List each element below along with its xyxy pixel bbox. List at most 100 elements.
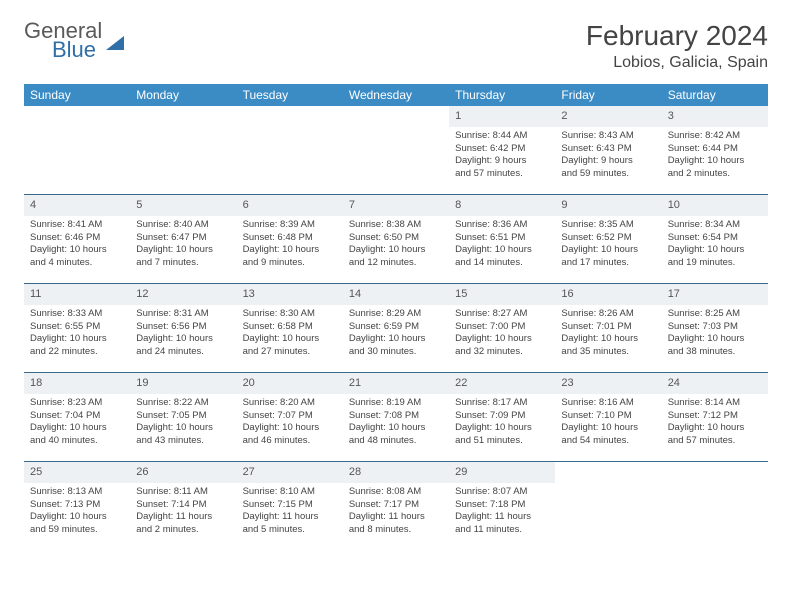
day-header: Monday bbox=[130, 84, 236, 106]
day-body: Sunrise: 8:10 AMSunset: 7:15 PMDaylight:… bbox=[237, 483, 343, 543]
day-header: Friday bbox=[555, 84, 661, 106]
day-body: Sunrise: 8:27 AMSunset: 7:00 PMDaylight:… bbox=[449, 305, 555, 365]
sunset-line: Sunset: 6:55 PM bbox=[30, 321, 124, 334]
sunset-line: Sunset: 7:13 PM bbox=[30, 499, 124, 512]
day-body: Sunrise: 8:35 AMSunset: 6:52 PMDaylight:… bbox=[555, 216, 661, 276]
sunset-line: Sunset: 6:54 PM bbox=[668, 232, 762, 245]
day-body: Sunrise: 8:30 AMSunset: 6:58 PMDaylight:… bbox=[237, 305, 343, 365]
day-body: Sunrise: 8:34 AMSunset: 6:54 PMDaylight:… bbox=[662, 216, 768, 276]
sunrise-line: Sunrise: 8:38 AM bbox=[349, 219, 443, 232]
sunrise-line: Sunrise: 8:11 AM bbox=[136, 486, 230, 499]
daylight-line2: and 43 minutes. bbox=[136, 435, 230, 448]
calendar-cell: 16Sunrise: 8:26 AMSunset: 7:01 PMDayligh… bbox=[555, 284, 661, 373]
calendar-row: 25Sunrise: 8:13 AMSunset: 7:13 PMDayligh… bbox=[24, 462, 768, 551]
day-body: Sunrise: 8:29 AMSunset: 6:59 PMDaylight:… bbox=[343, 305, 449, 365]
sunrise-line: Sunrise: 8:43 AM bbox=[561, 130, 655, 143]
daylight-line1: Daylight: 10 hours bbox=[561, 422, 655, 435]
calendar-row: 18Sunrise: 8:23 AMSunset: 7:04 PMDayligh… bbox=[24, 373, 768, 462]
calendar-cell: 6Sunrise: 8:39 AMSunset: 6:48 PMDaylight… bbox=[237, 195, 343, 284]
daylight-line2: and 32 minutes. bbox=[455, 346, 549, 359]
calendar-cell bbox=[24, 106, 130, 195]
title-block: February 2024 Lobios, Galicia, Spain bbox=[586, 20, 768, 72]
day-number: 13 bbox=[237, 284, 343, 305]
day-body: Sunrise: 8:38 AMSunset: 6:50 PMDaylight:… bbox=[343, 216, 449, 276]
day-number: 29 bbox=[449, 462, 555, 483]
daylight-line1: Daylight: 10 hours bbox=[30, 244, 124, 257]
day-body: Sunrise: 8:40 AMSunset: 6:47 PMDaylight:… bbox=[130, 216, 236, 276]
sunset-line: Sunset: 7:10 PM bbox=[561, 410, 655, 423]
calendar-cell: 25Sunrise: 8:13 AMSunset: 7:13 PMDayligh… bbox=[24, 462, 130, 551]
sunrise-line: Sunrise: 8:26 AM bbox=[561, 308, 655, 321]
day-number: 18 bbox=[24, 373, 130, 394]
day-number: 24 bbox=[662, 373, 768, 394]
daylight-line1: Daylight: 10 hours bbox=[349, 244, 443, 257]
calendar-cell bbox=[237, 106, 343, 195]
sunset-line: Sunset: 7:09 PM bbox=[455, 410, 549, 423]
day-header: Wednesday bbox=[343, 84, 449, 106]
calendar-cell: 17Sunrise: 8:25 AMSunset: 7:03 PMDayligh… bbox=[662, 284, 768, 373]
day-number: 15 bbox=[449, 284, 555, 305]
calendar-cell: 8Sunrise: 8:36 AMSunset: 6:51 PMDaylight… bbox=[449, 195, 555, 284]
daylight-line1: Daylight: 10 hours bbox=[561, 244, 655, 257]
daylight-line1: Daylight: 10 hours bbox=[668, 333, 762, 346]
daylight-line2: and 11 minutes. bbox=[455, 524, 549, 537]
day-number: 5 bbox=[130, 195, 236, 216]
day-body: Sunrise: 8:14 AMSunset: 7:12 PMDaylight:… bbox=[662, 394, 768, 454]
day-body: Sunrise: 8:16 AMSunset: 7:10 PMDaylight:… bbox=[555, 394, 661, 454]
day-number: 11 bbox=[24, 284, 130, 305]
calendar-cell: 22Sunrise: 8:17 AMSunset: 7:09 PMDayligh… bbox=[449, 373, 555, 462]
day-body: Sunrise: 8:39 AMSunset: 6:48 PMDaylight:… bbox=[237, 216, 343, 276]
sunrise-line: Sunrise: 8:36 AM bbox=[455, 219, 549, 232]
daylight-line2: and 35 minutes. bbox=[561, 346, 655, 359]
daylight-line2: and 54 minutes. bbox=[561, 435, 655, 448]
calendar-header-row: Sunday Monday Tuesday Wednesday Thursday… bbox=[24, 84, 768, 106]
day-number: 25 bbox=[24, 462, 130, 483]
daylight-line2: and 7 minutes. bbox=[136, 257, 230, 270]
calendar-cell: 27Sunrise: 8:10 AMSunset: 7:15 PMDayligh… bbox=[237, 462, 343, 551]
day-number: 2 bbox=[555, 106, 661, 127]
sunset-line: Sunset: 6:47 PM bbox=[136, 232, 230, 245]
sunset-line: Sunset: 7:08 PM bbox=[349, 410, 443, 423]
daylight-line1: Daylight: 10 hours bbox=[668, 155, 762, 168]
daylight-line2: and 59 minutes. bbox=[30, 524, 124, 537]
daylight-line1: Daylight: 10 hours bbox=[455, 333, 549, 346]
calendar-cell: 24Sunrise: 8:14 AMSunset: 7:12 PMDayligh… bbox=[662, 373, 768, 462]
daylight-line1: Daylight: 10 hours bbox=[30, 333, 124, 346]
sunset-line: Sunset: 7:14 PM bbox=[136, 499, 230, 512]
day-body: Sunrise: 8:25 AMSunset: 7:03 PMDaylight:… bbox=[662, 305, 768, 365]
day-number: 27 bbox=[237, 462, 343, 483]
daylight-line2: and 9 minutes. bbox=[243, 257, 337, 270]
daylight-line1: Daylight: 10 hours bbox=[349, 333, 443, 346]
sunrise-line: Sunrise: 8:29 AM bbox=[349, 308, 443, 321]
calendar-cell: 15Sunrise: 8:27 AMSunset: 7:00 PMDayligh… bbox=[449, 284, 555, 373]
day-number: 26 bbox=[130, 462, 236, 483]
daylight-line2: and 4 minutes. bbox=[30, 257, 124, 270]
daylight-line1: Daylight: 10 hours bbox=[455, 422, 549, 435]
calendar-cell bbox=[555, 462, 661, 551]
day-body: Sunrise: 8:43 AMSunset: 6:43 PMDaylight:… bbox=[555, 127, 661, 187]
daylight-line1: Daylight: 10 hours bbox=[136, 333, 230, 346]
day-number: 19 bbox=[130, 373, 236, 394]
day-number: 9 bbox=[555, 195, 661, 216]
day-body: Sunrise: 8:22 AMSunset: 7:05 PMDaylight:… bbox=[130, 394, 236, 454]
calendar-cell: 12Sunrise: 8:31 AMSunset: 6:56 PMDayligh… bbox=[130, 284, 236, 373]
day-body: Sunrise: 8:26 AMSunset: 7:01 PMDaylight:… bbox=[555, 305, 661, 365]
calendar-cell: 21Sunrise: 8:19 AMSunset: 7:08 PMDayligh… bbox=[343, 373, 449, 462]
sunset-line: Sunset: 6:48 PM bbox=[243, 232, 337, 245]
day-body: Sunrise: 8:11 AMSunset: 7:14 PMDaylight:… bbox=[130, 483, 236, 543]
day-header: Saturday bbox=[662, 84, 768, 106]
daylight-line1: Daylight: 10 hours bbox=[668, 422, 762, 435]
daylight-line2: and 17 minutes. bbox=[561, 257, 655, 270]
daylight-line1: Daylight: 10 hours bbox=[243, 333, 337, 346]
sunrise-line: Sunrise: 8:41 AM bbox=[30, 219, 124, 232]
sunrise-line: Sunrise: 8:27 AM bbox=[455, 308, 549, 321]
day-body: Sunrise: 8:17 AMSunset: 7:09 PMDaylight:… bbox=[449, 394, 555, 454]
calendar-cell: 28Sunrise: 8:08 AMSunset: 7:17 PMDayligh… bbox=[343, 462, 449, 551]
day-body: Sunrise: 8:33 AMSunset: 6:55 PMDaylight:… bbox=[24, 305, 130, 365]
daylight-line2: and 40 minutes. bbox=[30, 435, 124, 448]
sunrise-line: Sunrise: 8:07 AM bbox=[455, 486, 549, 499]
day-body: Sunrise: 8:31 AMSunset: 6:56 PMDaylight:… bbox=[130, 305, 236, 365]
day-number: 10 bbox=[662, 195, 768, 216]
sunset-line: Sunset: 7:00 PM bbox=[455, 321, 549, 334]
daylight-line2: and 27 minutes. bbox=[243, 346, 337, 359]
